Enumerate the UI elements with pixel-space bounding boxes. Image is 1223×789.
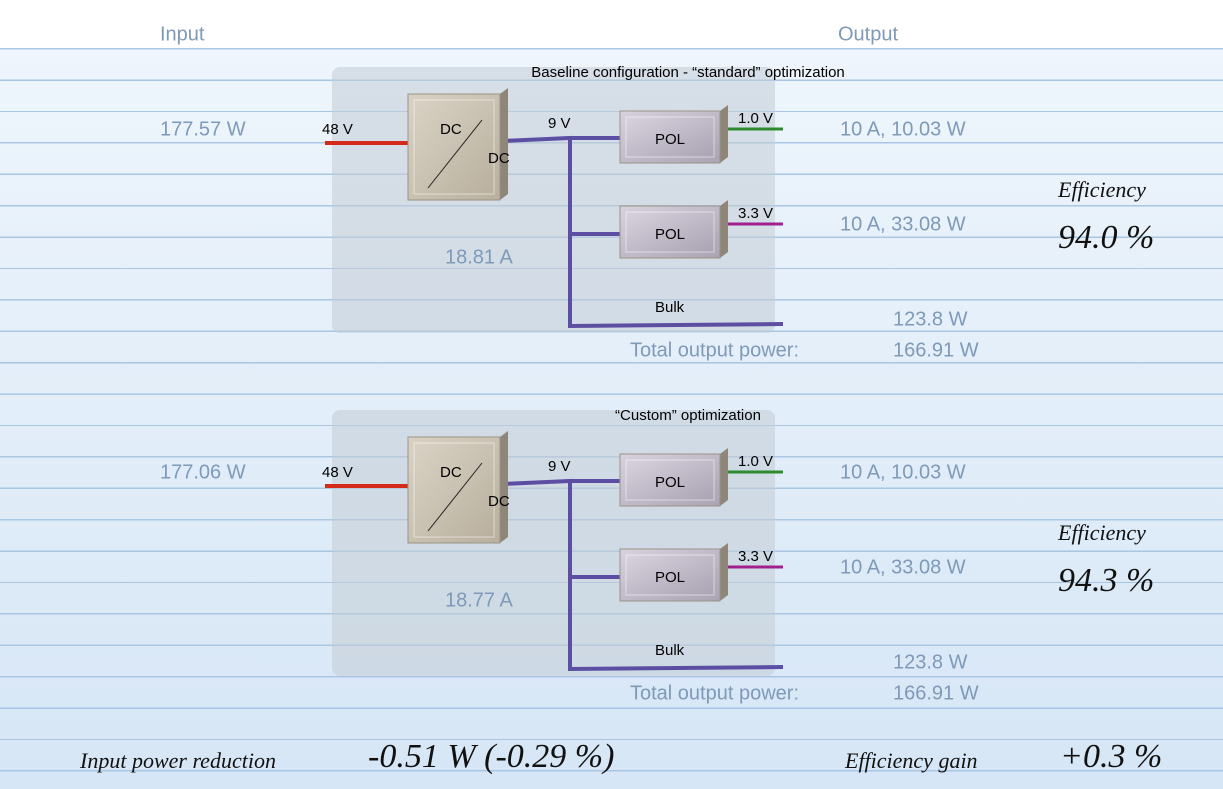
gain-value: +0.3 % [1060,738,1162,775]
gain-label: Efficiency gain [844,748,978,773]
pol-face [625,459,715,501]
bulk-power: 123.8 W [893,651,968,673]
rail-output: 10 A, 33.08 W [840,556,966,578]
panel-title: Baseline configuration - “standard” opti… [531,64,845,81]
rail-output: 10 A, 33.08 W [840,213,966,235]
converter-slash [427,462,483,532]
panel [332,410,775,676]
total-power: 166.91 W [893,339,979,361]
rail-output: 10 A, 10.03 W [840,118,966,140]
pol-side [720,105,728,163]
input-heading: Input [160,23,205,45]
rail-voltage: 3.3 V [738,205,773,222]
input-power: 177.57 W [160,118,246,140]
converter-top: DC [440,464,462,481]
input-voltage: 48 V [322,464,353,481]
efficiency-label: Efficiency [1057,177,1146,202]
converter-bottom: DC [488,493,510,510]
bus-voltage: 9 V [548,115,571,132]
bus-current: 18.77 A [445,589,514,611]
rail-voltage: 1.0 V [738,110,773,127]
pol-label: POL [655,226,685,243]
output-heading: Output [838,23,898,45]
bulk-power: 123.8 W [893,308,968,330]
pol-side [720,200,728,258]
rail-output: 10 A, 10.03 W [840,461,966,483]
panel-title: “Custom” optimization [615,407,761,424]
input-voltage: 48 V [322,121,353,138]
converter-side [500,88,508,200]
bulk-label: Bulk [655,642,685,659]
converter-face [413,442,495,538]
pol-label: POL [655,569,685,586]
rail-voltage: 3.3 V [738,548,773,565]
total-label: Total output power: [630,682,799,704]
pol-label: POL [655,474,685,491]
converter-side [500,431,508,543]
efficiency-value: 94.0 % [1058,219,1154,256]
bulk-label: Bulk [655,299,685,316]
pol-face [625,116,715,158]
pol-face [625,554,715,596]
efficiency-label: Efficiency [1057,520,1146,545]
bus-current: 18.81 A [445,246,514,268]
panel [332,67,775,333]
reduction-label: Input power reduction [79,748,276,773]
total-power: 166.91 W [893,682,979,704]
pol-label: POL [655,131,685,148]
input-power: 177.06 W [160,461,246,483]
converter-bottom: DC [488,150,510,167]
converter-face [413,99,495,195]
rail-voltage: 1.0 V [738,453,773,470]
total-label: Total output power: [630,339,799,361]
reduction-value: -0.51 W (-0.29 %) [368,738,614,775]
pol-side [720,448,728,506]
converter-slash [427,119,483,189]
converter-top: DC [440,121,462,138]
bus-voltage: 9 V [548,458,571,475]
efficiency-value: 94.3 % [1058,562,1154,599]
pol-side [720,543,728,601]
pol-face [625,211,715,253]
